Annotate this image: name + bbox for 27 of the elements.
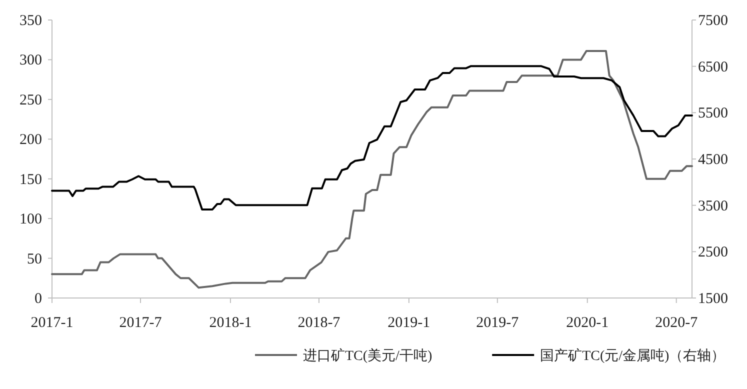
x-tick-label: 2017-7: [119, 315, 162, 331]
y-tick-label: 150: [20, 172, 42, 188]
x-tick-label: 2019-1: [388, 315, 430, 331]
x-tick-label: 2018-1: [209, 315, 252, 331]
y-tick-label: 0: [34, 291, 42, 307]
y2-tick-label: 3500: [698, 198, 728, 214]
y-tick-label: 350: [20, 13, 42, 29]
y2-tick-label: 6500: [698, 59, 728, 76]
x-tick-label: 2019-7: [476, 315, 520, 331]
legend-label: 国产矿TC(元/金属吨)（右轴）: [540, 348, 726, 364]
y-tick-label: 250: [20, 92, 42, 108]
y2-tick-label: 7500: [698, 13, 728, 29]
legend-label: 进口矿TC(美元/干吨): [303, 348, 432, 364]
y-tick-label: 50: [27, 251, 42, 268]
y2-tick-label: 4500: [698, 152, 728, 168]
x-tick-label: 2018-7: [298, 315, 341, 331]
y2-tick-label: 5500: [698, 106, 728, 122]
y-tick-label: 100: [20, 212, 42, 228]
x-tick-label: 2017-1: [30, 315, 74, 331]
y2-tick-label: 1500: [698, 291, 728, 307]
y-tick-label: 300: [20, 52, 42, 69]
line-series: [51, 65, 693, 210]
line-series: [51, 50, 693, 289]
x-tick-label: 2020-1: [566, 315, 609, 331]
y-tick-label: 200: [20, 132, 42, 148]
x-tick-label: 2020-7: [655, 315, 698, 331]
y2-tick-label: 2500: [698, 244, 728, 261]
